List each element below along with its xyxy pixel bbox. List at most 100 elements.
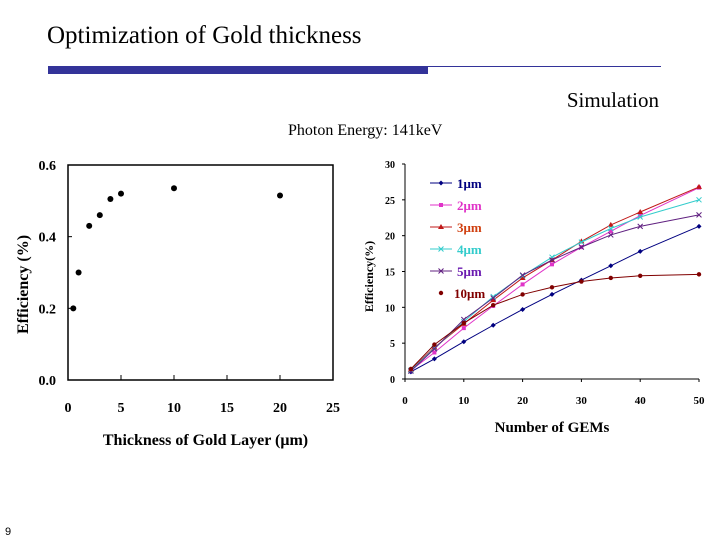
x-tick-label: 25 [326,401,340,416]
x-axis-label: Thickness of Gold Layer (μm) [103,432,308,449]
data-point [118,190,124,197]
x-marker [637,223,644,230]
x-marker [607,232,614,238]
data-point [86,222,93,229]
x-tick-label: 5 [118,401,125,416]
data-point [96,212,103,219]
circle-marker [696,272,702,277]
x-tick-label: 15 [220,401,234,416]
x-marker [519,272,526,278]
y-tick-label: 0.4 [39,231,57,246]
square-marker [461,326,466,331]
page-number: 9 [5,526,12,538]
y-axis-label: Efficiency (%) [15,235,32,334]
diamond-marker [520,306,526,312]
diamond-marker [431,356,437,362]
triangle-marker [490,297,497,303]
x-marker [696,212,702,218]
y-tick-label: 30 [385,160,395,171]
y-tick-label: 0.2 [39,302,57,317]
y-tick-label: 25 [385,196,395,207]
data-point [70,305,77,312]
diamond-marker [696,223,702,229]
x-tick-label: 0 [65,401,72,416]
triangle-marker [607,221,614,227]
triangle-marker [519,274,526,280]
triangle-marker [578,238,585,244]
diamond-marker [461,339,467,345]
x-marker [578,244,585,250]
legend-label: 2μm [457,198,482,213]
plot-frame [67,164,334,381]
x-tick-label: 10 [167,401,181,416]
circle-marker [579,279,584,284]
x-marker [490,295,497,301]
series-line [410,187,700,371]
x-tick-label: 30 [576,395,588,407]
circle-marker [461,320,466,326]
legend-label: 4μm [457,242,482,257]
square-marker [550,262,554,267]
square-marker [520,282,525,287]
y-tick-label: 5 [390,339,395,350]
circle-marker [408,366,414,372]
circle-marker [491,302,496,308]
legend-label: 3μm [457,220,482,235]
x-marker [490,293,497,300]
circle-marker [520,292,525,297]
legend-label: 10μm [454,286,485,301]
triangle-marker [637,209,644,215]
triangle-marker [438,224,444,229]
x-axis-label: Number of GEMs [495,420,610,436]
y-tick-label: 0.6 [39,159,57,174]
series-line [410,225,700,373]
diamond-marker [549,291,555,297]
triangle-marker [696,183,702,189]
square-marker [439,203,443,207]
x-marker [607,225,614,232]
circle-marker [608,275,613,281]
x-marker [696,196,702,203]
x-marker [438,268,444,274]
x-marker [578,239,585,245]
circle-marker [549,285,555,290]
chart-caption: Photon Energy: 141keV [288,122,443,139]
series-line [410,199,700,371]
data-point [277,192,283,199]
y-tick-label: 20 [385,232,395,243]
x-tick-label: 50 [694,395,706,407]
x-tick-label: 40 [635,395,647,407]
y-tick-label: 15 [385,268,395,279]
slide-title: Optimization of Gold thickness [47,22,362,49]
triangle-marker [431,344,438,350]
legend-label: 5μm [457,264,482,279]
square-marker [638,213,643,218]
x-tick-label: 20 [273,401,287,416]
data-point [107,196,114,203]
y-tick-label: 0.0 [39,374,57,389]
title-rule [428,66,661,67]
diamond-marker [637,248,643,254]
x-marker [460,316,467,323]
x-marker [438,246,444,252]
circle-marker [432,342,437,347]
efficiency-vs-thickness-chart: 0 5 10 15 20 25 0.0 0.2 0.4 0.6 Thickness of Gold … [15,159,340,449]
title-accent-bar [48,66,428,74]
legend-label: 1μm [457,176,482,191]
slide-subtitle: Simulation [566,88,659,112]
diamond-marker [490,322,496,328]
diamond-marker [608,263,614,269]
efficiency-vs-gems-chart: 0 10 20 30 40 50 0 5 10 15 20 25 30 Number of GEMs Eff… [362,160,706,436]
diamond-marker [438,180,444,186]
y-axis-label: Efficiency(%) [362,241,376,312]
x-tick-label: 20 [517,395,529,407]
y-tick-label: 0 [390,375,395,386]
x-tick-label: 0 [402,395,408,407]
series-line [410,273,700,370]
circle-marker [638,273,643,278]
circle-marker [438,290,444,296]
x-marker [431,346,438,352]
data-point [171,185,177,192]
y-tick-label: 10 [385,303,395,314]
square-marker [608,229,613,234]
